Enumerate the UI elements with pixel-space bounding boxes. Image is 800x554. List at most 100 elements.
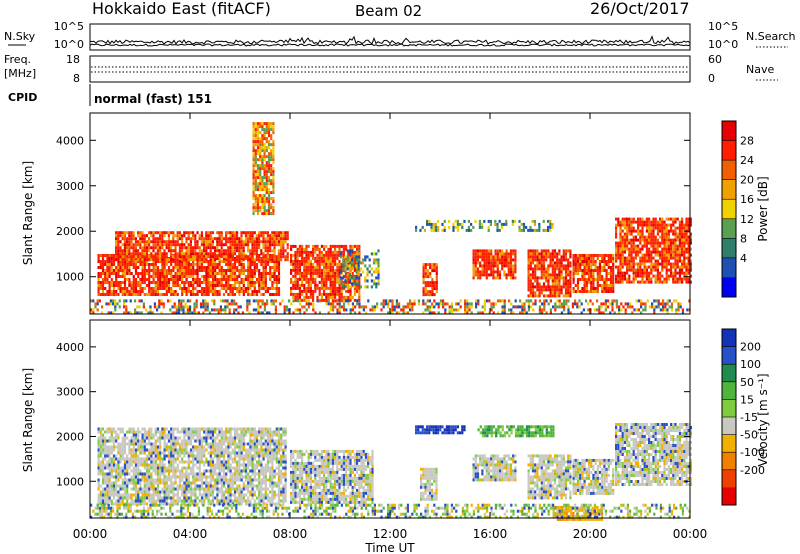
power-cell-9	[687, 217, 690, 221]
velocity-cell-0	[115, 463, 118, 467]
power-cell-7	[553, 255, 557, 259]
power-cell-6	[492, 270, 495, 274]
power-cell-9	[678, 274, 681, 278]
power-cell-0	[161, 281, 164, 284]
power-cell-11	[565, 299, 568, 303]
power-cell-1	[117, 246, 120, 250]
power-cell-11	[486, 299, 489, 303]
velocity-cell-0	[115, 499, 118, 503]
power-cell-0	[106, 293, 109, 296]
power-cell-3	[327, 292, 330, 296]
velocity-data	[90, 423, 692, 521]
power-cell-1	[156, 258, 159, 262]
power-cell-1	[229, 243, 232, 247]
power-cell-2	[252, 143, 255, 147]
power-cell-11	[547, 302, 550, 306]
power-cell-0	[258, 278, 261, 281]
power-cell-3	[301, 292, 304, 296]
velocity-cell-0	[101, 439, 105, 443]
power-cell-0	[277, 287, 281, 290]
power-cell-9	[681, 220, 684, 224]
power-cell-0	[262, 281, 265, 284]
power-cell-6	[474, 270, 477, 274]
power-cell-0	[209, 287, 212, 290]
power-cell-9	[663, 244, 666, 248]
power-cell-3	[353, 268, 356, 272]
power-cell-11	[189, 305, 192, 309]
power-cell-11	[204, 302, 207, 306]
power-cell-4	[348, 279, 351, 283]
power-cell-1	[161, 240, 164, 244]
power-cell-1	[266, 249, 269, 253]
power-cell-1	[253, 249, 256, 253]
power-cell-1	[126, 240, 129, 244]
power-cell-11	[468, 308, 471, 312]
power-cell-11	[508, 299, 511, 303]
power-cell-11	[246, 308, 249, 312]
power-cell-1	[163, 252, 166, 256]
power-cell-11	[329, 302, 332, 306]
power-cell-0	[99, 260, 102, 263]
power-cell-6	[512, 249, 515, 253]
power-cell-2	[254, 164, 257, 168]
power-cell-11	[387, 299, 390, 303]
power-cell-11	[112, 311, 115, 315]
velocity-cell-0	[101, 448, 105, 452]
power-cell-1	[236, 255, 239, 259]
power-cell-11	[129, 311, 132, 315]
power-cell-0	[271, 260, 274, 263]
power-cell-9	[683, 241, 686, 245]
power-cell-1	[143, 249, 146, 253]
power-cell-1	[258, 246, 261, 250]
power-cell-0	[183, 266, 186, 269]
power-cell-11	[402, 308, 405, 312]
power-cell-3	[307, 280, 310, 284]
power-cell-8	[605, 272, 608, 275]
power-cell-7	[538, 258, 541, 262]
power-cell-8	[596, 281, 599, 284]
power-cell-1	[196, 246, 199, 250]
power-cell-9	[667, 253, 670, 257]
velocity-cell-0	[123, 472, 127, 476]
power-cell-0	[229, 287, 232, 290]
power-cell-3	[294, 280, 297, 284]
power-cell-9	[656, 280, 659, 284]
power-cell-1	[192, 234, 195, 238]
power-cell-4	[351, 267, 354, 271]
power-cell-1	[216, 255, 219, 259]
velocity-cell-0	[126, 493, 129, 497]
power-cell-3	[292, 244, 295, 248]
power-cell-9	[615, 226, 618, 230]
power-cell-9	[683, 250, 686, 254]
power-cell-9	[683, 274, 686, 278]
power-cell-3	[309, 295, 312, 299]
power-cell-1	[154, 258, 157, 262]
power-cell-2	[270, 182, 273, 186]
velocity-cell-0	[134, 451, 138, 455]
power-cell-1	[255, 237, 258, 241]
power-cell-3	[305, 259, 308, 263]
power-cell-11	[558, 299, 561, 303]
velocity-cell-0	[128, 430, 131, 434]
power-cell-1	[269, 237, 272, 241]
power-cell-11	[527, 308, 530, 312]
power-cell-0	[156, 293, 160, 296]
power-cell-3	[347, 295, 350, 299]
power-cell-2	[272, 140, 275, 144]
power-cell-11	[351, 305, 354, 309]
power-cell-10	[432, 225, 435, 229]
power-cell-3	[342, 244, 345, 248]
power-cell-9	[681, 259, 684, 263]
power-cell-5	[435, 269, 438, 273]
power-cell-11	[109, 311, 112, 315]
power-cell-6	[514, 249, 517, 253]
power-cell-0	[110, 260, 113, 263]
power-cell-9	[665, 217, 668, 221]
power-cell-10	[538, 222, 541, 226]
power-cell-9	[672, 229, 675, 233]
power-cell-9	[626, 268, 629, 272]
power-cell-11	[569, 311, 572, 315]
power-cell-1	[218, 252, 221, 256]
power-cell-0	[218, 278, 221, 281]
power-cell-9	[667, 256, 670, 260]
